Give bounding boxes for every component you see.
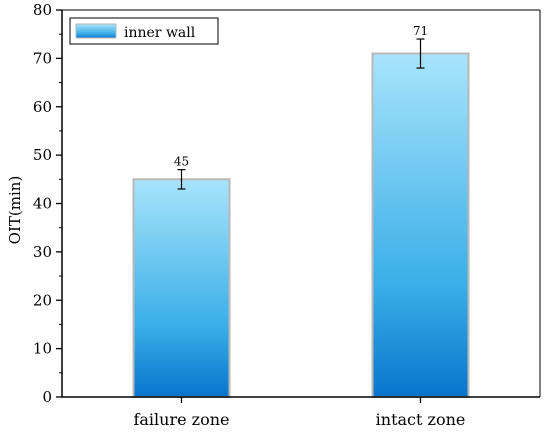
x-tick-label: intact zone — [376, 410, 466, 429]
y-tick-label: 50 — [33, 146, 52, 164]
y-tick-label: 10 — [33, 340, 52, 358]
bars-layer — [132, 38, 470, 398]
bar — [132, 178, 231, 398]
y-tick-label: 80 — [33, 1, 52, 19]
bar — [371, 52, 470, 398]
y-tick-label: 70 — [33, 49, 52, 67]
axes-layer — [56, 9, 541, 403]
labels-layer: 0 10 20 30 40 50 60 70 80 45 failure zone 71 intact … — [33, 1, 465, 429]
x-tick-label: failure zone — [133, 410, 229, 429]
legend: inner wall — [69, 17, 219, 45]
y-tick-label: 60 — [33, 98, 52, 116]
legend-label: inner wall — [124, 25, 196, 41]
y-tick-label: 30 — [33, 243, 52, 261]
y-tick-label: 20 — [33, 291, 52, 309]
legend-swatch — [75, 23, 117, 39]
data-label: 71 — [413, 24, 428, 38]
y-axis-title: OIT(min) — [6, 176, 24, 245]
y-tick-label: 0 — [42, 388, 52, 406]
y-tick-label: 40 — [33, 195, 52, 213]
data-label: 45 — [174, 155, 189, 169]
